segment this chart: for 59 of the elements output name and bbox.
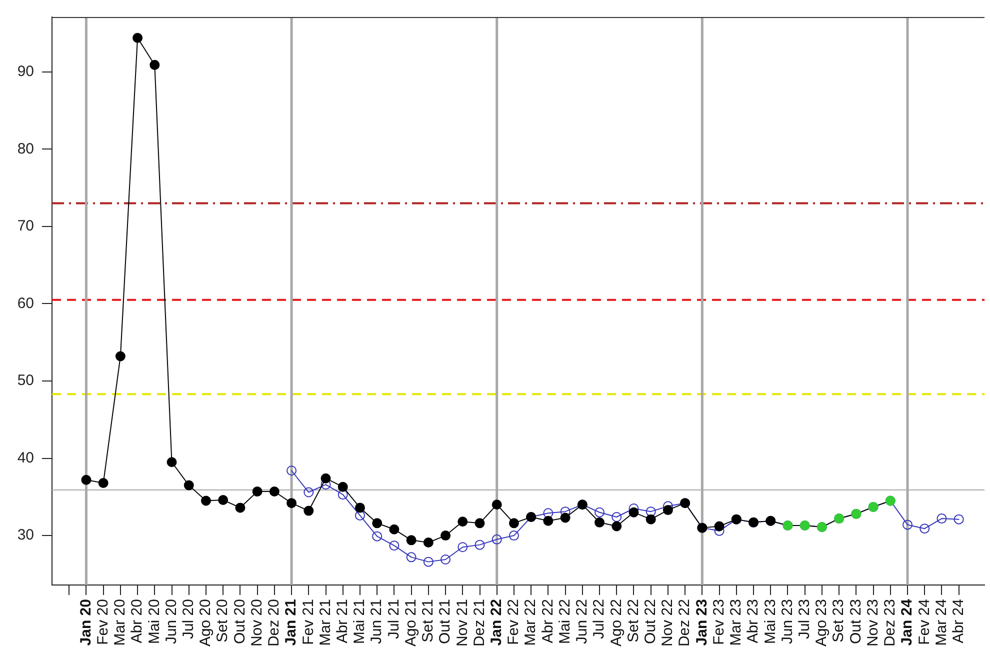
x-tick-label: Fev 20 [94,599,112,645]
x-tick-label: Out 21 [436,599,454,644]
x-tick-label: Mai 20 [146,599,163,644]
x-tick-label: Out 23 [847,599,864,644]
x-tick-label: Mar 20 [112,599,129,646]
x-tick-label: Jan 22 [488,599,506,646]
y-tick-label: 40 [17,449,34,466]
x-tick-label: Jan 21 [282,599,300,646]
x-tick-label: Jul 22 [590,599,608,640]
x-tick-label: Dez 23 [882,599,899,647]
x-tick-label: Fev 22 [505,599,522,645]
x-tick-label: Mai 22 [556,599,574,644]
x-tick-label: Jan 24 [898,598,916,646]
x-tick-label: Jul 21 [385,599,402,640]
x-tick-label: Ago 22 [608,599,625,647]
x-tick-label: Abr 24 [950,599,967,644]
x-tick-label: Ago 23 [813,599,830,647]
x-tick-label: Dez 22 [676,599,694,647]
x-tick-label: Abr 22 [539,599,556,644]
x-tick-label: Fev 21 [300,599,317,645]
x-tick-label: Jun 23 [778,599,796,644]
x-tick-label: Mar 24 [932,599,950,646]
y-tick-label: 50 [17,372,34,390]
x-tick-label: Jun 20 [162,599,180,644]
x-tick-label: Out 20 [231,599,248,644]
x-tick-label: Set 21 [420,599,437,642]
x-tick-label: Jun 21 [368,599,386,644]
x-tick-label: Nov 21 [454,599,471,647]
y-tick-label: 70 [17,218,34,235]
y-tick-label: 90 [17,63,34,80]
x-tick-label: Dez 21 [470,599,488,647]
x-tick-label: Ago 21 [402,599,420,647]
x-tick-label: Mai 21 [351,599,368,644]
y-tick-label: 60 [17,294,34,312]
x-tick-label: Mai 23 [762,599,779,644]
x-tick-label: Nov 22 [659,599,676,647]
x-tick-label: Mar 21 [316,599,334,646]
x-tick-label: Set 22 [624,599,642,642]
x-tick-label: Jul 23 [796,599,813,640]
x-tick-label: Mar 22 [522,599,540,646]
x-tick-label: Jul 20 [180,599,198,640]
x-tick-label: Set 23 [830,599,848,642]
x-tick-label: Fev 24 [916,599,933,645]
x-tick-label: Abr 21 [334,599,352,644]
x-tick-label: Abr 20 [128,599,146,644]
x-tick-label: Jan 20 [77,599,94,646]
x-tick-label: Out 22 [642,599,659,644]
y-tick-label: 80 [17,140,34,158]
x-tick-label: Fev 23 [710,599,728,645]
x-tick-label: Mar 23 [728,599,745,646]
x-tick-label: Jan 23 [693,599,710,646]
x-tick-label: Set 20 [214,599,232,642]
x-tick-label: Nov 23 [864,599,882,647]
y-tick-label: 30 [17,526,34,544]
x-tick-label: Jun 22 [574,599,591,644]
x-tick-label: Ago 20 [197,599,214,647]
x-tick-label: Nov 20 [248,599,266,647]
x-tick-label: Dez 20 [266,599,283,647]
x-tick-label: Abr 23 [744,599,762,644]
